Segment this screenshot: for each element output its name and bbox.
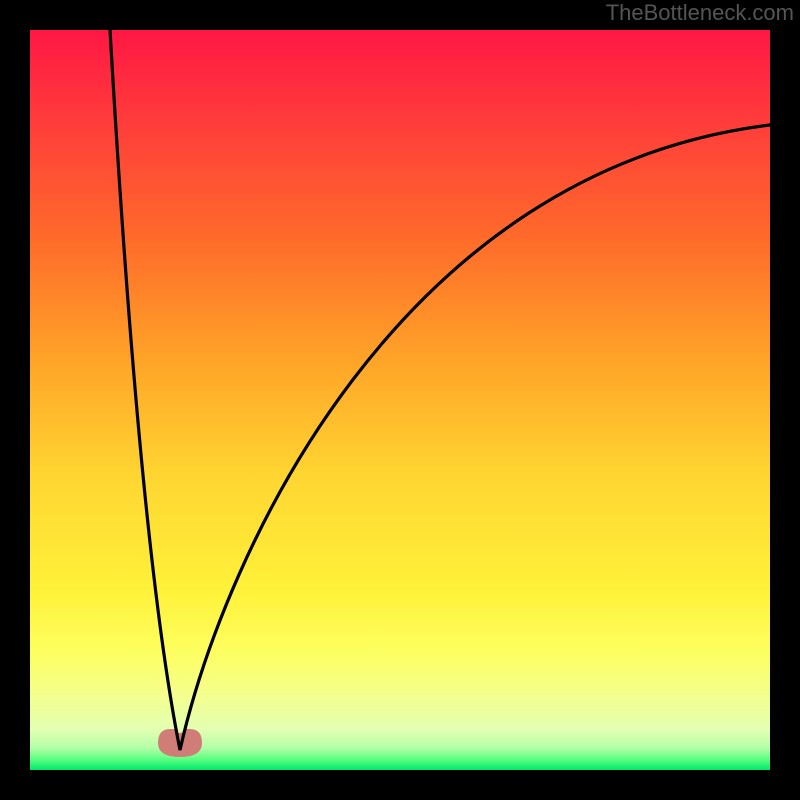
watermark-text: TheBottleneck.com (606, 0, 794, 26)
chart-container: TheBottleneck.com (0, 0, 800, 800)
curve-layer (30, 30, 770, 770)
plot-area (30, 30, 770, 770)
bottleneck-curve (110, 30, 770, 750)
